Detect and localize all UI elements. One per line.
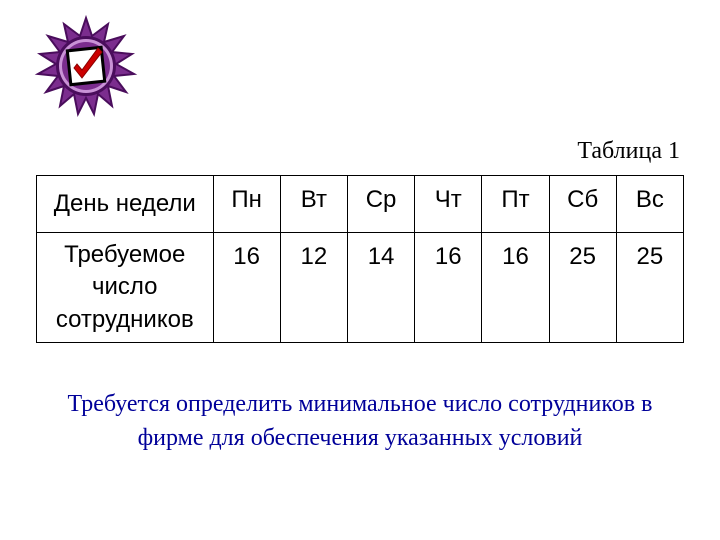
checkmark-badge-icon	[32, 12, 140, 120]
cell-value: 16	[482, 233, 549, 343]
row-label-day: День недели	[37, 176, 214, 233]
table-row-values: Требуемое число сотрудников 16 12 14 16 …	[37, 233, 684, 343]
col-header: Пн	[213, 176, 280, 233]
col-header: Пт	[482, 176, 549, 233]
problem-description: Требуется определить минимальное число с…	[60, 388, 660, 455]
col-header: Чт	[415, 176, 482, 233]
staffing-table: День недели Пн Вт Ср Чт Пт Сб Вс Требуем…	[36, 175, 684, 343]
table-row-header: День недели Пн Вт Ср Чт Пт Сб Вс	[37, 176, 684, 233]
table-caption: Таблица 1	[577, 138, 680, 165]
col-header: Ср	[347, 176, 414, 233]
cell-value: 16	[213, 233, 280, 343]
cell-value: 25	[549, 233, 616, 343]
cell-value: 12	[280, 233, 347, 343]
cell-value: 14	[347, 233, 414, 343]
col-header: Сб	[549, 176, 616, 233]
col-header: Вс	[616, 176, 683, 233]
cell-value: 16	[415, 233, 482, 343]
col-header: Вт	[280, 176, 347, 233]
row-label-required: Требуемое число сотрудников	[37, 233, 214, 343]
cell-value: 25	[616, 233, 683, 343]
